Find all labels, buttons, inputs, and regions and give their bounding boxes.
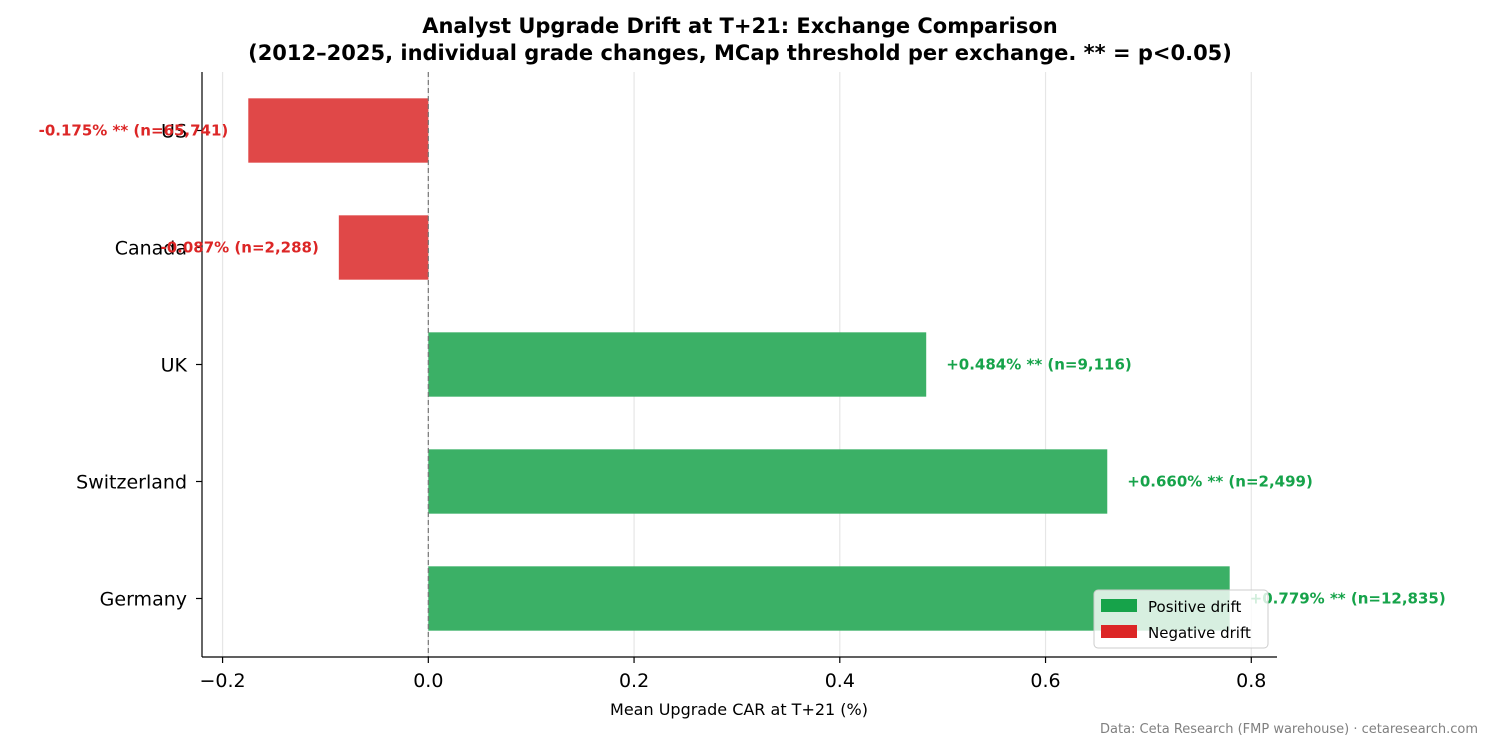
bar-label-us: -0.175% ** (n=65,741) <box>39 122 229 140</box>
bar-canada <box>338 215 429 280</box>
bar-labels: -0.175% ** (n=65,741) -0.087% (n=2,288) +0… <box>39 122 1446 608</box>
bars-group <box>248 98 1230 631</box>
legend-label-negative: Negative drift <box>1148 624 1251 642</box>
x-tick-label-4: 0.6 <box>1030 670 1060 692</box>
bar-switzerland <box>428 449 1108 514</box>
y-tick-label-uk: UK <box>161 355 188 377</box>
bar-us <box>248 98 429 163</box>
x-tick-label-1: 0.0 <box>413 670 443 692</box>
y-ticks: US Canada UK Switzerland Germany <box>76 121 202 611</box>
bar-label-canada: -0.087% (n=2,288) <box>160 239 318 257</box>
bar-label-switzerland: +0.660% ** (n=2,499) <box>1127 473 1313 491</box>
y-tick-label-canada: Canada <box>115 238 187 260</box>
legend: Positive drift Negative drift <box>1093 589 1269 649</box>
legend-label-positive: Positive drift <box>1148 598 1241 616</box>
x-axis-label: Mean Upgrade CAR at T+21 (%) <box>610 700 868 719</box>
x-tick-label-2: 0.2 <box>619 670 649 692</box>
legend-swatch-positive <box>1101 599 1137 612</box>
chart-subtitle: (2012–2025, individual grade changes, MC… <box>248 41 1232 65</box>
bar-label-uk: +0.484% ** (n=9,116) <box>946 356 1132 374</box>
bar-uk <box>428 332 927 397</box>
legend-frame <box>1093 589 1269 649</box>
x-ticks: −0.2 0.0 0.2 0.4 0.6 0.8 <box>200 657 1266 692</box>
x-tick-label-3: 0.4 <box>825 670 855 692</box>
source-note: Data: Ceta Research (FMP warehouse) · ce… <box>1100 722 1478 737</box>
x-tick-label-5: 0.8 <box>1236 670 1266 692</box>
legend-swatch-negative <box>1101 625 1137 638</box>
chart-title: Analyst Upgrade Drift at T+21: Exchange … <box>422 14 1058 38</box>
y-tick-label-switzerland: Switzerland <box>76 472 187 494</box>
y-tick-label-germany: Germany <box>100 589 187 611</box>
y-tick-label-us: US <box>161 121 187 143</box>
x-tick-label-0: −0.2 <box>200 670 246 692</box>
bar-label-germany: +0.779% ** (n=12,835) <box>1250 590 1446 608</box>
